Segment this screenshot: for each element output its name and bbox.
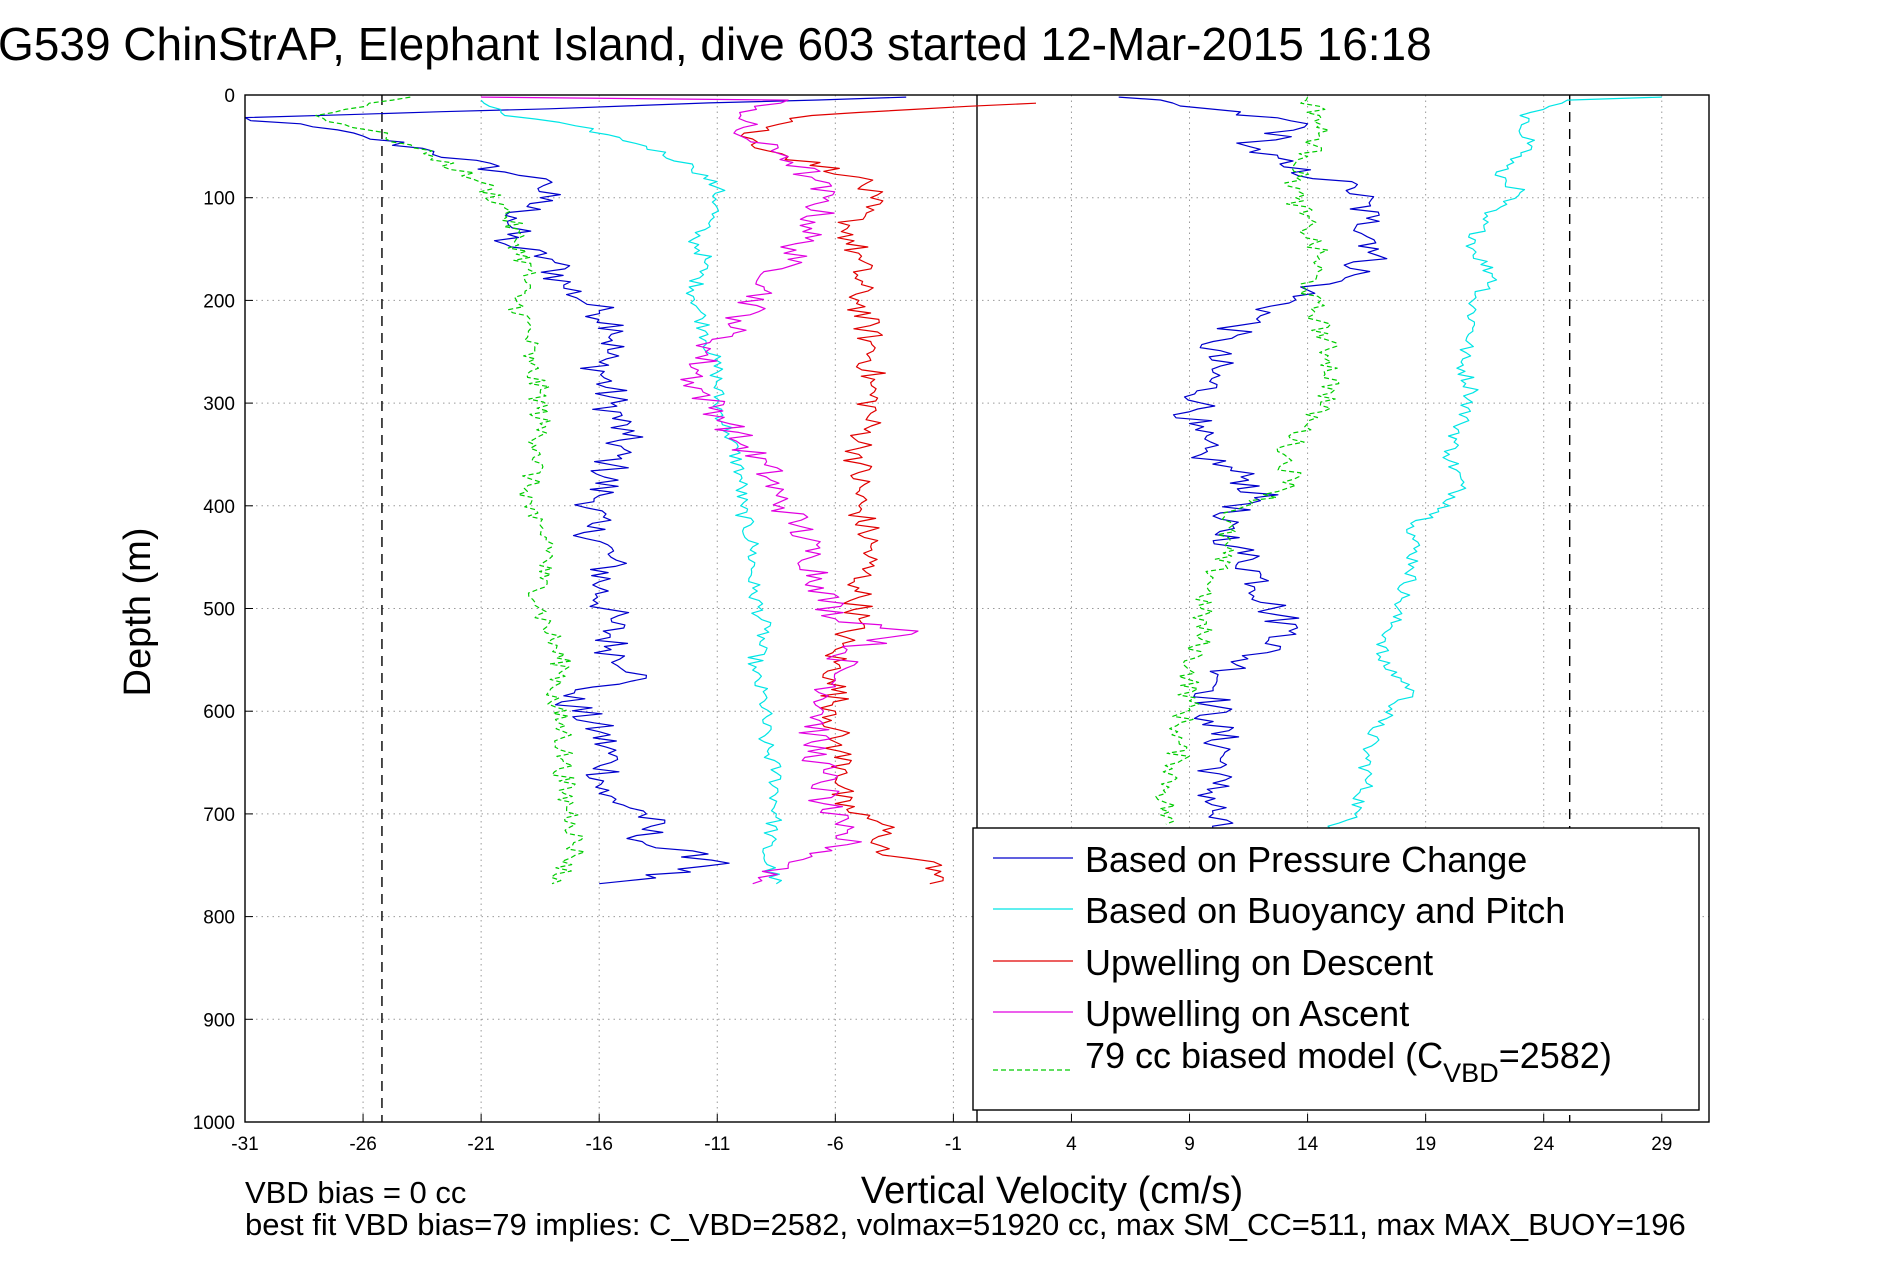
y-tick-label: 200 (203, 291, 235, 312)
x-tick-label: -11 (704, 1134, 730, 1155)
y-tick-label: 100 (203, 189, 235, 210)
x-tick-label: 19 (1415, 1134, 1436, 1155)
series-5-line-descent (315, 96, 586, 885)
legend-label: Based on Pressure Change (1085, 839, 1527, 880)
y-axis-label: Depth (m) (117, 528, 159, 697)
y-tick-label: 300 (203, 394, 235, 415)
legend-label-model: 79 cc biased model (CVBD=2582) (1085, 1035, 1612, 1088)
footnote-line-2: best fit VBD bias=79 implies: C_VBD=2582… (245, 1207, 1686, 1242)
x-tick-label: -16 (585, 1134, 612, 1155)
legend-box (972, 827, 1700, 1111)
legend: Based on Pressure Change Based on Buoyanc… (972, 827, 1700, 1111)
x-tick-label: 24 (1533, 1134, 1555, 1155)
series-5-line-ascent (1155, 96, 1340, 825)
legend-label: Based on Buoyancy and Pitch (1085, 890, 1565, 931)
x-tick-label: -21 (467, 1134, 494, 1155)
x-tick-label: 4 (1066, 1134, 1077, 1155)
axes-frame (244, 94, 1710, 1123)
x-axis-label: Vertical Velocity (cm/s) (861, 1170, 1243, 1212)
y-tick-label: 900 (203, 1010, 235, 1031)
x-tick-label: -1 (945, 1134, 962, 1155)
footnote-line-1: VBD bias = 0 cc (245, 1175, 466, 1210)
series-2-line-descent (480, 99, 783, 885)
y-tick-label: 400 (203, 497, 235, 518)
x-tick-label: -6 (827, 1134, 844, 1155)
legend-label: Upwelling on Ascent (1085, 993, 1409, 1034)
y-tick-label: 800 (203, 908, 235, 929)
series-3-line (740, 102, 1037, 885)
x-tick-label: 29 (1651, 1134, 1672, 1155)
series-1-line-ascent (1118, 96, 1388, 830)
series-1-line-descent (244, 96, 907, 885)
y-tick-label: 1000 (193, 1113, 235, 1134)
y-tick-label: 500 (203, 600, 235, 621)
x-tick-label: -31 (231, 1134, 258, 1155)
y-tick-label: 700 (203, 805, 235, 826)
y-tick-label: 600 (203, 702, 235, 723)
y-tick-label: 0 (224, 86, 235, 107)
x-tick-label: 9 (1184, 1134, 1195, 1155)
x-tick-label: 14 (1297, 1134, 1319, 1155)
series-2-line-ascent (1327, 96, 1662, 830)
series-4-line (481, 96, 919, 885)
legend-label: Upwelling on Descent (1085, 942, 1433, 983)
x-tick-label: -26 (349, 1134, 376, 1155)
chart-title: G539 ChinStrAP, Elephant Island, dive 60… (0, 18, 1432, 70)
